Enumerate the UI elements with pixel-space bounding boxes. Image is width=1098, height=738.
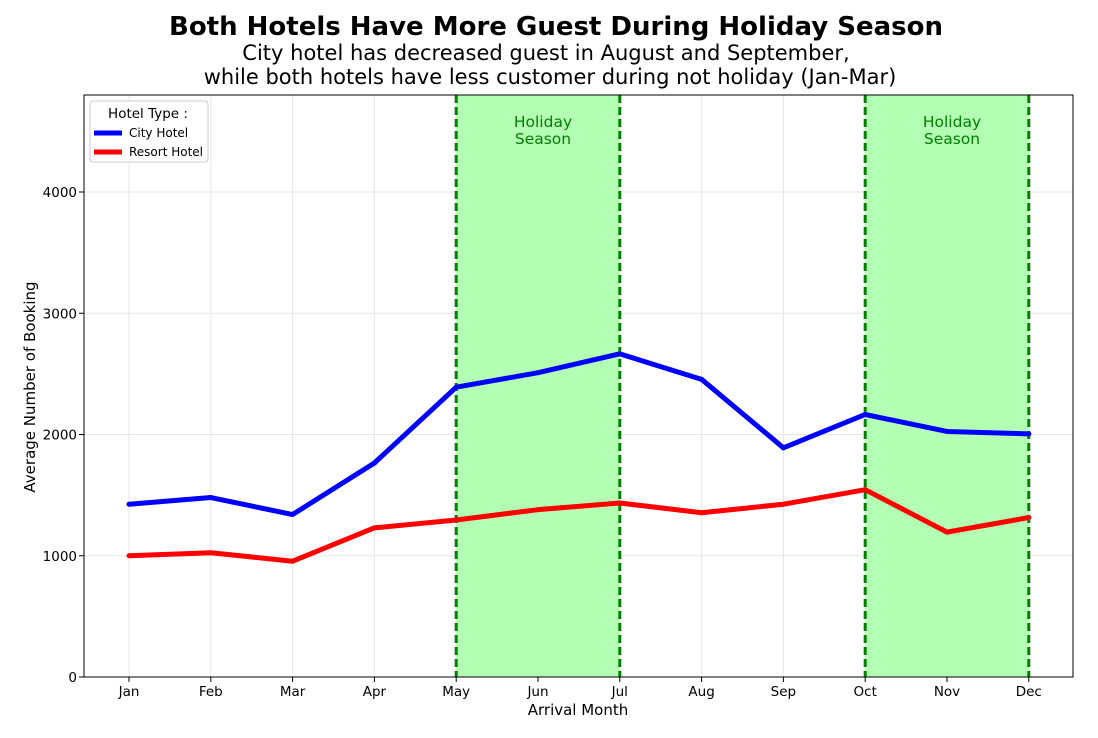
data-point-resort-hotel — [535, 507, 541, 513]
y-tick-label: 4000 — [43, 185, 77, 201]
chart-title: Both Hotels Have More Guest During Holid… — [169, 12, 943, 42]
legend-box — [89, 100, 209, 163]
y-tick-label: 3000 — [43, 306, 77, 322]
data-point-resort-hotel — [126, 553, 132, 559]
y-tick-label: 1000 — [43, 549, 77, 565]
holiday-band — [456, 95, 620, 677]
series-lines — [126, 351, 1032, 564]
x-tick-label: Mar — [280, 684, 306, 700]
series-line-city-hotel — [128, 351, 1029, 518]
legend-label-resort-hotel: Resort Hotel — [129, 145, 203, 159]
data-point-city-hotel — [617, 351, 623, 357]
data-point-resort-hotel — [1026, 515, 1032, 521]
data-point-city-hotel — [126, 501, 132, 507]
series-line-resort-hotel — [128, 487, 1030, 564]
data-point-city-hotel — [453, 384, 459, 390]
y-axis-label: Average Number of Booking — [21, 281, 39, 492]
legend: Hotel Type : City Hotel Resort Hotel — [89, 100, 209, 163]
chart-subtitle-line-1: City hotel has decreased guest in August… — [242, 41, 849, 65]
holiday-band — [865, 95, 1029, 677]
x-tick-label: Jul — [611, 684, 628, 700]
y-tick-label: 2000 — [43, 428, 77, 444]
x-tick-label: Jan — [118, 684, 140, 700]
data-point-resort-hotel — [862, 487, 868, 493]
x-tick-label: May — [442, 684, 470, 700]
data-point-resort-hotel — [780, 501, 786, 507]
x-tick-label: Sep — [771, 684, 796, 700]
x-tick-label: Feb — [199, 684, 223, 700]
y-tick-label: 0 — [68, 670, 77, 686]
holiday-band-label: Holiday — [514, 113, 572, 131]
x-tick-label: Aug — [688, 684, 714, 700]
x-axis-ticks: Jan Feb Mar Apr May Jun Jul Aug Sep Oct Nov Dec — [118, 677, 1042, 700]
y-axis-ticks: 0 1000 2000 3000 4000 — [43, 185, 84, 686]
data-point-city-hotel — [862, 411, 868, 417]
data-point-city-hotel — [699, 376, 705, 382]
x-tick-label: Nov — [934, 684, 960, 700]
data-point-city-hotel — [208, 495, 214, 501]
x-tick-label: Dec — [1016, 684, 1042, 700]
holiday-band-label: Season — [515, 130, 571, 148]
data-point-city-hotel — [290, 512, 296, 518]
x-tick-label: Oct — [854, 684, 877, 700]
data-point-resort-hotel — [290, 558, 296, 564]
data-point-resort-hotel — [617, 500, 623, 506]
data-point-city-hotel — [371, 460, 377, 466]
data-point-resort-hotel — [371, 525, 377, 531]
data-point-city-hotel — [944, 428, 950, 434]
holiday-band-label: Season — [924, 130, 980, 148]
data-point-city-hotel — [1026, 431, 1032, 437]
data-point-resort-hotel — [208, 550, 214, 556]
data-point-city-hotel — [535, 370, 541, 376]
data-point-resort-hotel — [453, 517, 459, 523]
plot-area-frame — [83, 94, 1074, 678]
data-point-resort-hotel — [944, 529, 950, 535]
chart-subtitle-line-2: while both hotels have less customer dur… — [204, 65, 897, 89]
holiday-band-label: Holiday — [923, 113, 981, 131]
data-point-resort-hotel — [699, 510, 705, 516]
data-point-city-hotel — [780, 445, 786, 451]
x-axis-label: Arrival Month — [528, 701, 629, 719]
legend-label-city-hotel: City Hotel — [129, 126, 188, 140]
x-tick-label: Jun — [526, 684, 548, 700]
x-tick-label: Apr — [363, 684, 387, 700]
legend-title: Hotel Type : — [108, 106, 188, 122]
